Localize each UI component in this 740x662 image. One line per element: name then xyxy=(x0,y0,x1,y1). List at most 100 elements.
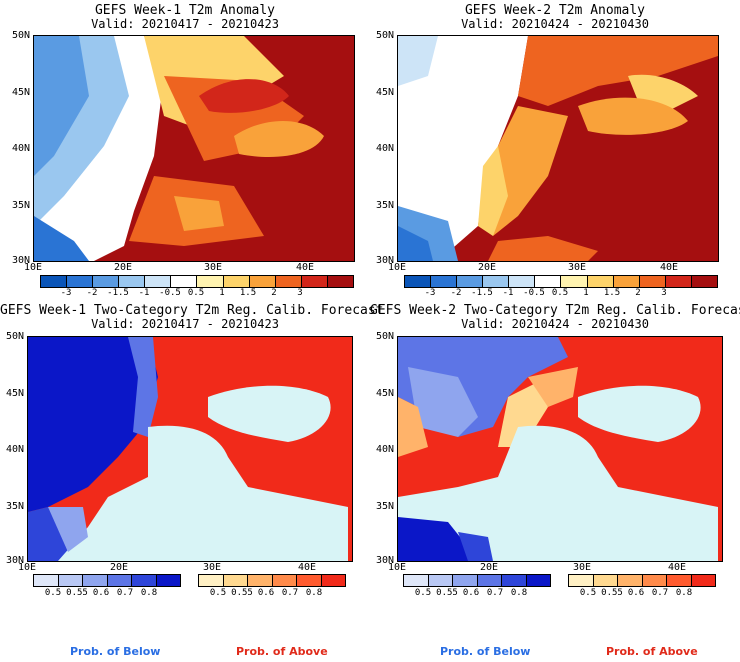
lon-label: 20E xyxy=(477,262,497,273)
cbar-swatch xyxy=(119,276,146,287)
cbar-label: 0.6 xyxy=(92,588,110,598)
cbar-swatch xyxy=(248,575,273,586)
map-probability-week2 xyxy=(397,336,723,562)
cbar-swatch xyxy=(67,276,94,287)
lat-label: 35N xyxy=(11,200,30,211)
prob-below-colorbar xyxy=(403,574,551,587)
map-anomaly-week2 xyxy=(397,35,719,262)
cbar-swatch xyxy=(199,575,224,586)
cbar-label: -3 xyxy=(60,288,72,298)
cbar-label: 3 xyxy=(297,288,303,298)
panel-week2-anomaly: GEFS Week-2 T2m Anomaly Valid: 20210424 … xyxy=(370,0,740,300)
cbar-label: 0.5 xyxy=(551,288,569,298)
cbar-label: 0.8 xyxy=(510,588,528,598)
panel-title: GEFS Week-2 Two-Category T2m Reg. Calib.… xyxy=(370,303,740,318)
lon-label: 20E xyxy=(113,262,133,273)
lat-label: 50N xyxy=(375,331,394,342)
cbar-swatch xyxy=(587,276,614,287)
cbar-swatch xyxy=(249,276,276,287)
cbar-swatch xyxy=(83,575,108,586)
cbar-swatch xyxy=(297,575,322,586)
lon-label: 30E xyxy=(202,562,222,573)
cbar-swatch xyxy=(34,575,59,586)
lon-label: 40E xyxy=(659,262,679,273)
lat-label: 50N xyxy=(5,331,24,342)
cbar-swatch xyxy=(642,575,667,586)
cbar-swatch xyxy=(639,276,666,287)
cbar-label: 0.5 xyxy=(187,288,205,298)
cbar-swatch xyxy=(171,276,198,287)
lon-label: 10E xyxy=(387,562,407,573)
cbar-swatch xyxy=(691,575,715,586)
cbar-label: 1.5 xyxy=(603,288,621,298)
lat-label: 30N xyxy=(5,555,24,566)
cbar-swatch xyxy=(41,276,68,287)
cbar-label: 0.7 xyxy=(651,588,669,598)
cbar-label: 0.5 xyxy=(414,588,432,598)
cbar-label: 0.6 xyxy=(627,588,645,598)
cbar-label: -1 xyxy=(138,288,150,298)
lon-label: 30E xyxy=(567,262,587,273)
panel-title: GEFS Week-1 T2m Anomaly xyxy=(94,3,275,18)
cbar-label: 1.5 xyxy=(239,288,257,298)
panel-title: GEFS Week-1 Two-Category T2m Reg. Calib.… xyxy=(0,303,384,318)
lon-label: 40E xyxy=(297,562,317,573)
cbar-swatch xyxy=(569,575,594,586)
lon-label: 10E xyxy=(17,562,37,573)
cbar-label: 0.55 xyxy=(66,588,88,598)
cbar-swatch xyxy=(132,575,157,586)
cbar-label: 2 xyxy=(635,288,641,298)
cbar-swatch xyxy=(327,276,353,287)
map-anomaly-week1 xyxy=(33,35,355,262)
cbar-swatch xyxy=(483,276,510,287)
lat-label: 50N xyxy=(11,30,30,41)
cbar-label: -1.5 xyxy=(107,288,129,298)
cbar-label: -3 xyxy=(424,288,436,298)
cbar-swatch xyxy=(561,276,588,287)
cbar-label: 0.5 xyxy=(579,588,597,598)
cbar-label: 2 xyxy=(271,288,277,298)
panel-week1-anomaly: GEFS Week-1 T2m Anomaly Valid: 20210417 … xyxy=(0,0,370,300)
cbar-label: 0.55 xyxy=(231,588,253,598)
cbar-label: -2 xyxy=(450,288,462,298)
cbar-swatch xyxy=(405,276,432,287)
valid-dates: Valid: 20210417 - 20210423 xyxy=(91,317,279,331)
cbar-swatch xyxy=(535,276,562,287)
cbar-label: -1.5 xyxy=(471,288,493,298)
lon-label: 10E xyxy=(387,262,407,273)
lat-label: 40N xyxy=(11,143,30,154)
cbar-swatch xyxy=(665,276,692,287)
lon-label: 10E xyxy=(23,262,43,273)
cbar-swatch xyxy=(301,276,328,287)
cbar-swatch xyxy=(457,276,484,287)
cbar-swatch xyxy=(156,575,180,586)
cbar-swatch xyxy=(453,575,478,586)
prob-above-colorbar xyxy=(568,574,716,587)
lat-label: 45N xyxy=(11,87,30,98)
cbar-swatch xyxy=(613,276,640,287)
cbar-swatch xyxy=(502,575,527,586)
lat-label: 50N xyxy=(375,30,394,41)
lon-label: 40E xyxy=(295,262,315,273)
lat-label: 40N xyxy=(375,143,394,154)
cbar-swatch xyxy=(223,575,248,586)
cbar-label: 0.8 xyxy=(675,588,693,598)
cbar-label: 0.7 xyxy=(486,588,504,598)
cbar-label: -1 xyxy=(502,288,514,298)
cbar-label: 0.8 xyxy=(140,588,158,598)
cbar-label: -0.5 xyxy=(159,288,181,298)
lon-label: 20E xyxy=(109,562,129,573)
cbar-label: 1 xyxy=(219,288,225,298)
cbar-label: 1 xyxy=(583,288,589,298)
cbar-label: 0.7 xyxy=(116,588,134,598)
panel-week2-probability: GEFS Week-2 Two-Category T2m Reg. Calib.… xyxy=(370,300,740,662)
cbar-swatch xyxy=(145,276,172,287)
cbar-swatch xyxy=(431,276,458,287)
cbar-swatch xyxy=(691,276,717,287)
cbar-label: 0.7 xyxy=(281,588,299,598)
lat-label: 30N xyxy=(11,255,30,266)
prob-below-colorbar xyxy=(33,574,181,587)
lat-label: 45N xyxy=(375,388,394,399)
cbar-label: 0.5 xyxy=(209,588,227,598)
lat-label: 45N xyxy=(375,87,394,98)
